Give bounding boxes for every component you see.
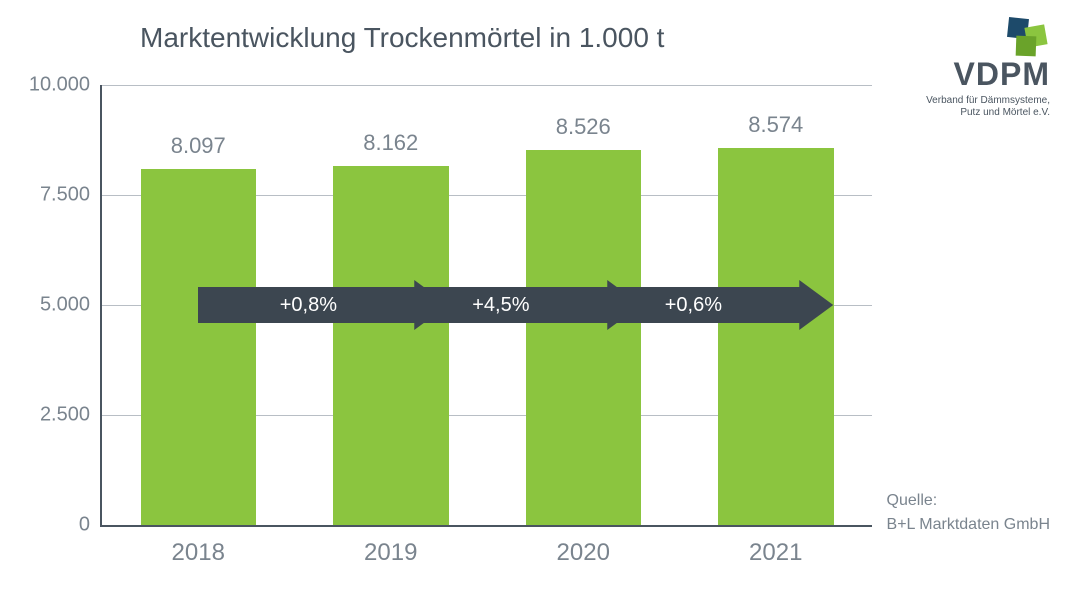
- plot-area: 02.5005.0007.50010.0008.09720188.1622019…: [100, 85, 872, 527]
- bar: 8.526: [526, 150, 642, 525]
- y-tick-label: 2.500: [40, 404, 102, 427]
- chart-title: Marktentwicklung Trockenmörtel in 1.000 …: [140, 22, 664, 54]
- source-text: Quelle: B+L Marktdaten GmbH: [887, 489, 1050, 537]
- bar: 8.574: [718, 148, 834, 525]
- y-tick-label: 5.000: [40, 294, 102, 317]
- grid-line: [102, 85, 872, 86]
- x-tick-label: 2021: [718, 525, 834, 567]
- bar-value-label: 8.097: [141, 133, 257, 169]
- logo: VDPM Verband für Dämmsysteme, Putz und M…: [850, 18, 1050, 119]
- growth-arrow-label: +4,5%: [391, 280, 611, 330]
- bar: 8.162: [333, 166, 449, 525]
- logo-subtitle: Verband für Dämmsysteme, Putz und Mörtel…: [850, 95, 1050, 119]
- y-tick-label: 7.500: [40, 184, 102, 207]
- bar: 8.097: [141, 169, 257, 525]
- x-tick-label: 2019: [333, 525, 449, 567]
- bar-value-label: 8.574: [718, 112, 834, 148]
- logo-squares-icon: [850, 18, 1050, 58]
- y-tick-label: 10.000: [29, 74, 102, 97]
- x-tick-label: 2020: [526, 525, 642, 567]
- logo-acronym: VDPM: [850, 56, 1050, 93]
- x-tick-label: 2018: [141, 525, 257, 567]
- growth-arrow-label: +0,6%: [583, 280, 803, 330]
- bar-value-label: 8.162: [333, 130, 449, 166]
- growth-arrow: +0,6%: [583, 280, 833, 330]
- bar-value-label: 8.526: [526, 114, 642, 150]
- y-tick-label: 0: [79, 514, 102, 537]
- growth-arrow-label: +0,8%: [198, 280, 418, 330]
- chart-container: Marktentwicklung Trockenmörtel in 1.000 …: [0, 0, 1080, 607]
